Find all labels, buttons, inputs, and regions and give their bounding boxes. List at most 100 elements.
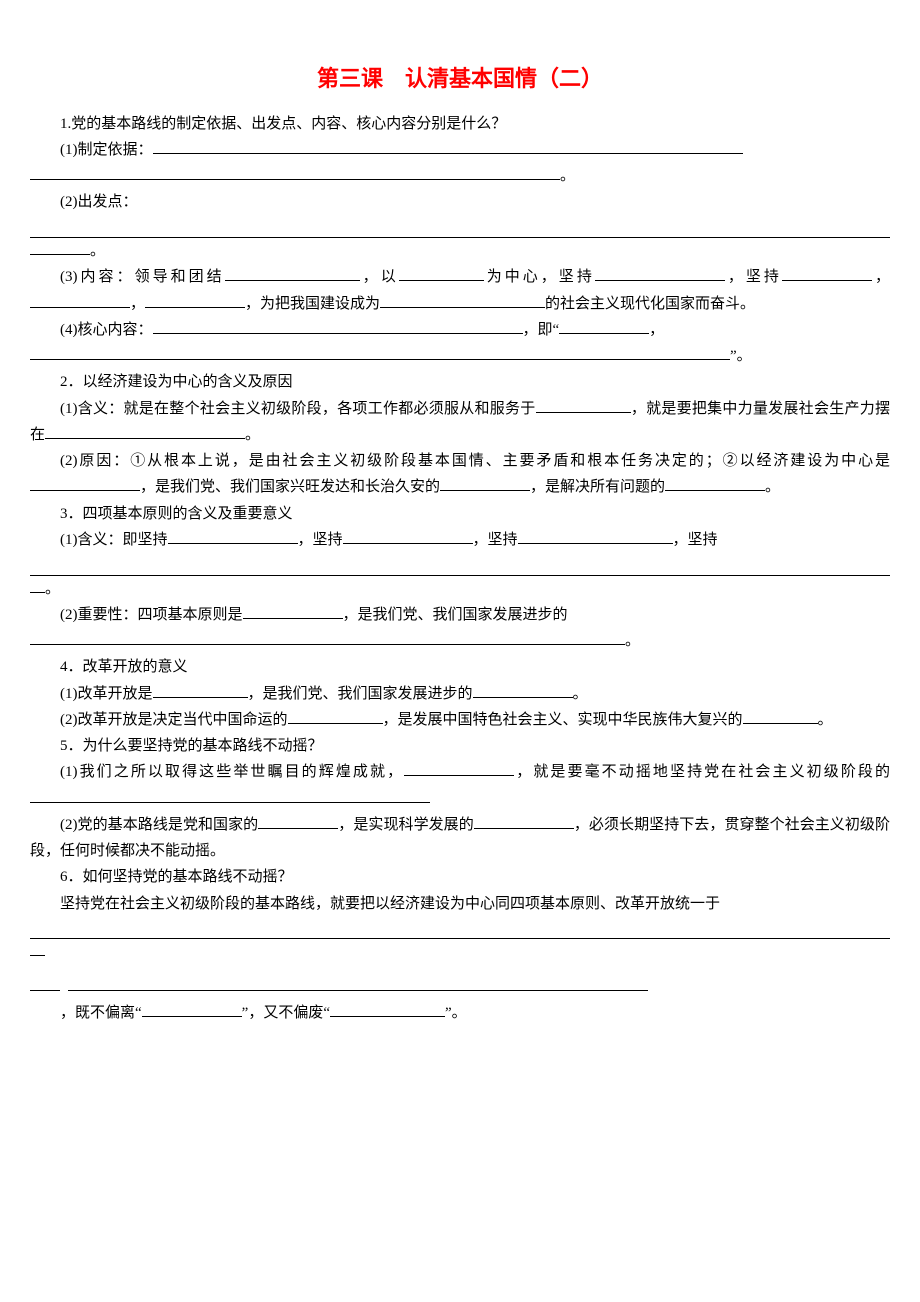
q3-stem: 3．四项基本原则的含义及重要意义 bbox=[30, 501, 890, 527]
q1-p1: (1)制定依据： bbox=[30, 137, 890, 163]
q2-stem: 2．以经济建设为中心的含义及原因 bbox=[30, 369, 890, 395]
q2-p2-c: ，是解决所有问题的 bbox=[530, 479, 665, 495]
q2-p2-a: (2)原因：①从根本上说，是由社会主义初级阶段基本国情、主要矛盾和根本任务决定的… bbox=[60, 453, 890, 469]
blank bbox=[595, 265, 725, 282]
blank bbox=[330, 1000, 445, 1017]
q1-p1-label: (1)制定依据： bbox=[60, 142, 153, 158]
q4-stem: 4．改革开放的意义 bbox=[30, 654, 890, 680]
blank bbox=[225, 265, 360, 282]
blank bbox=[30, 291, 130, 308]
q1-p1-end: 。 bbox=[560, 168, 575, 184]
blank bbox=[399, 265, 484, 282]
q4-p1-a: (1)改革开放是 bbox=[60, 686, 153, 702]
blank bbox=[45, 422, 245, 439]
blank bbox=[343, 527, 473, 544]
q3-p1-b: ，坚持 bbox=[298, 532, 343, 548]
blank bbox=[30, 344, 730, 361]
q5-p2: (2)党的基本路线是党和国家的，是实现科学发展的，必须长期坚持下去，贯穿整个社会… bbox=[30, 812, 890, 865]
blank bbox=[559, 317, 649, 334]
blank bbox=[30, 786, 430, 803]
q2-p1-c: 。 bbox=[245, 427, 260, 443]
q3-p1-a: (1)含义：即坚持 bbox=[60, 532, 168, 548]
q1-p2: (2)出发点： bbox=[30, 189, 890, 215]
q1-p4-c: ， bbox=[649, 322, 664, 338]
q1-p3-c: 为中心，坚持 bbox=[484, 269, 595, 285]
blank bbox=[518, 527, 673, 544]
q1-p4-b: ，即“ bbox=[523, 322, 560, 338]
q1-stem: 1.党的基本路线的制定依据、出发点、内容、核心内容分别是什么？ bbox=[30, 111, 890, 137]
blank bbox=[243, 602, 343, 619]
blank bbox=[30, 629, 625, 646]
q3-p1-c: ，坚持 bbox=[473, 532, 518, 548]
blank bbox=[743, 707, 818, 724]
q1-p3: (3)内容：领导和团结 ，以 为中心，坚持 ，坚持 ， ， ，为把我国建设成为 的社会主义现代… bbox=[30, 264, 890, 317]
q3-p2: (2)重要性：四项基本原则是，是我们党、我们国家发展进步的 bbox=[30, 602, 890, 628]
q6-blank-line2 bbox=[30, 974, 890, 1000]
q2-p2-d: 。 bbox=[765, 479, 780, 495]
q2-p2-b: ，是我们党、我们国家兴旺发达和长治久安的 bbox=[140, 479, 440, 495]
q1-p3-a: (3)内容：领导和团结 bbox=[60, 269, 225, 285]
q1-p3-h: 的社会主义现代化国家而奋斗。 bbox=[545, 296, 755, 312]
q5-p2-b: ，是实现科学发展的 bbox=[338, 817, 474, 833]
blank bbox=[30, 940, 45, 957]
blank bbox=[474, 812, 574, 829]
blank bbox=[153, 681, 248, 698]
q3-p1-end-line: 。 bbox=[30, 576, 890, 602]
q1-p1-line2: 。 bbox=[30, 163, 890, 189]
blank bbox=[258, 812, 338, 829]
q3-p2-b: ，是我们党、我们国家发展进步的 bbox=[343, 607, 568, 623]
blank bbox=[30, 164, 560, 181]
blank bbox=[536, 396, 631, 413]
q5-p1-b: ，就是要毫不动摇地坚持党在社会主义初级阶段的 bbox=[514, 764, 890, 780]
q1-p4-a: (4)核心内容： bbox=[60, 322, 153, 338]
q2-p1: (1)含义：就是在整个社会主义初级阶段，各项工作都必须服从和服务于，就是要把集中… bbox=[30, 396, 890, 449]
q4-p1: (1)改革开放是 ，是我们党、我们国家发展进步的 。 bbox=[30, 681, 890, 707]
q6-blank-tail bbox=[30, 939, 890, 965]
blank bbox=[142, 1000, 242, 1017]
q1-p2-end-line: 。 bbox=[30, 238, 890, 264]
blank bbox=[30, 475, 140, 492]
q5-p2-a: (2)党的基本路线是党和国家的 bbox=[60, 817, 258, 833]
blank bbox=[404, 760, 514, 777]
q3-p1-e: 。 bbox=[45, 581, 60, 597]
q1-p3-f: ， bbox=[130, 296, 145, 312]
q6-p1: 坚持党在社会主义初级阶段的基本路线，就要把以经济建设为中心同四项基本原则、改革开… bbox=[30, 891, 890, 917]
q4-p1-b: ，是我们党、我们国家发展进步的 bbox=[248, 686, 473, 702]
worksheet-content: 1.党的基本路线的制定依据、出发点、内容、核心内容分别是什么？ (1)制定依据：… bbox=[30, 111, 890, 1027]
q6-p2-b: ”，又不偏废“ bbox=[242, 1005, 330, 1021]
blank bbox=[440, 475, 530, 492]
blank bbox=[153, 317, 523, 334]
q2-p2: (2)原因：①从根本上说，是由社会主义初级阶段基本国情、主要矛盾和根本任务决定的… bbox=[30, 448, 890, 501]
blank bbox=[30, 239, 90, 256]
blank bbox=[153, 137, 743, 154]
q1-p2-end: 。 bbox=[90, 243, 105, 259]
q3-p2-line2: 。 bbox=[30, 628, 890, 654]
lesson-title: 第三课 认清基本国情（二） bbox=[30, 60, 890, 99]
q6-p2-a: ，既不偏离“ bbox=[60, 1005, 142, 1021]
q3-p1: (1)含义：即坚持，坚持，坚持，坚持 bbox=[30, 527, 890, 553]
blank bbox=[168, 527, 298, 544]
q4-p1-c: 。 bbox=[573, 686, 588, 702]
blank bbox=[68, 974, 648, 991]
blank-line bbox=[30, 216, 890, 239]
q1-p4-line2: ”。 bbox=[30, 343, 890, 369]
q6-p2-c: ”。 bbox=[445, 1005, 467, 1021]
q4-p2-b: ，是发展中国特色社会主义、实现中华民族伟大复兴的 bbox=[383, 712, 743, 728]
q1-p3-b: ，以 bbox=[360, 269, 399, 285]
q1-p4: (4)核心内容： ，即“ ， bbox=[30, 317, 890, 343]
q5-p1-a: (1)我们之所以取得这些举世瞩目的辉煌成就， bbox=[60, 764, 404, 780]
q6-p1-a: 坚持党在社会主义初级阶段的基本路线，就要把以经济建设为中心同四项基本原则、改革开… bbox=[60, 896, 720, 912]
q3-p2-c: 。 bbox=[625, 633, 640, 649]
q1-p3-e: ， bbox=[872, 269, 890, 285]
q4-p2: (2)改革开放是决定当代中国命运的，是发展中国特色社会主义、实现中华民族伟大复兴… bbox=[30, 707, 890, 733]
blank-line bbox=[30, 917, 890, 940]
q5-p1: (1)我们之所以取得这些举世瞩目的辉煌成就， ，就是要毫不动摇地坚持党在社会主义初… bbox=[30, 759, 890, 812]
blank bbox=[145, 291, 245, 308]
blank bbox=[473, 681, 573, 698]
q1-p3-d: ，坚持 bbox=[725, 269, 782, 285]
blank bbox=[782, 265, 872, 282]
q1-p3-g: ，为把我国建设成为 bbox=[245, 296, 380, 312]
q6-stem: 6．如何坚持党的基本路线不动摇？ bbox=[30, 864, 890, 890]
q1-p2-label: (2)出发点： bbox=[60, 194, 138, 210]
blank bbox=[30, 576, 45, 593]
